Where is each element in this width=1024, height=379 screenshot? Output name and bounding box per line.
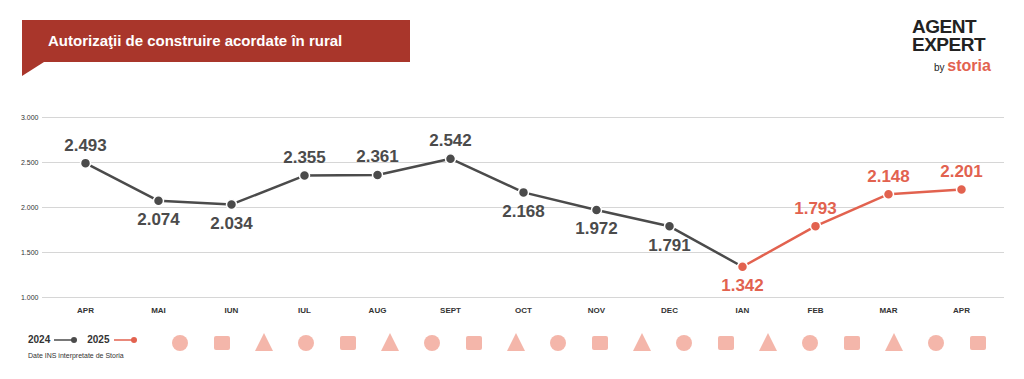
- svg-text:2.542: 2.542: [429, 131, 472, 150]
- svg-text:1.000: 1.000: [21, 294, 39, 301]
- html-text:2025: 2025: [87, 334, 110, 345]
- svg-text:2.201: 2.201: [940, 162, 983, 181]
- svg-text:MAR: MAR: [879, 306, 897, 315]
- svg-text:2.500: 2.500: [21, 159, 39, 166]
- svg-text:FEB: FEB: [808, 306, 824, 315]
- svg-text:2.000: 2.000: [21, 204, 39, 211]
- svg-text:2.168: 2.168: [502, 202, 545, 221]
- svg-text:1.500: 1.500: [21, 249, 39, 256]
- svg-text:IAN: IAN: [736, 306, 750, 315]
- svg-text:2.074: 2.074: [137, 210, 180, 229]
- svg-text:NOV: NOV: [588, 306, 606, 315]
- svg-text:2.493: 2.493: [64, 136, 107, 155]
- svg-text:MAI: MAI: [151, 306, 166, 315]
- html-text:bystoria: bystoria: [934, 57, 991, 74]
- svg-text:IUN: IUN: [225, 306, 239, 315]
- svg-text:DEC: DEC: [661, 306, 678, 315]
- svg-text:1.793: 1.793: [794, 199, 837, 218]
- svg-text:2.361: 2.361: [356, 147, 399, 166]
- svg-text:SEPT: SEPT: [440, 306, 461, 315]
- svg-text:APR: APR: [77, 306, 94, 315]
- svg-text:2.034: 2.034: [210, 214, 253, 233]
- svg-text:IUL: IUL: [298, 306, 311, 315]
- svg-text:2.148: 2.148: [867, 167, 910, 186]
- svg-text:AUG: AUG: [369, 306, 387, 315]
- svg-text:1.972: 1.972: [575, 219, 618, 238]
- html-text:AGENT: AGENT: [912, 16, 976, 37]
- svg-text:1.791: 1.791: [648, 236, 691, 255]
- svg-text:2.355: 2.355: [283, 148, 326, 167]
- html-text:EXPERT: EXPERT: [912, 34, 985, 55]
- svg-text:1.342: 1.342: [721, 276, 764, 295]
- html-text:Date INS interpretate de Stori: Date INS interpretate de Storia: [28, 352, 124, 359]
- svg-text:OCT: OCT: [515, 306, 532, 315]
- html-text:2024: 2024: [28, 334, 51, 345]
- html-text:Autorizaţii de construire acor: Autorizaţii de construire acordate în ru…: [48, 32, 343, 49]
- svg-text:APR: APR: [953, 306, 970, 315]
- svg-text:3.000: 3.000: [21, 114, 39, 121]
